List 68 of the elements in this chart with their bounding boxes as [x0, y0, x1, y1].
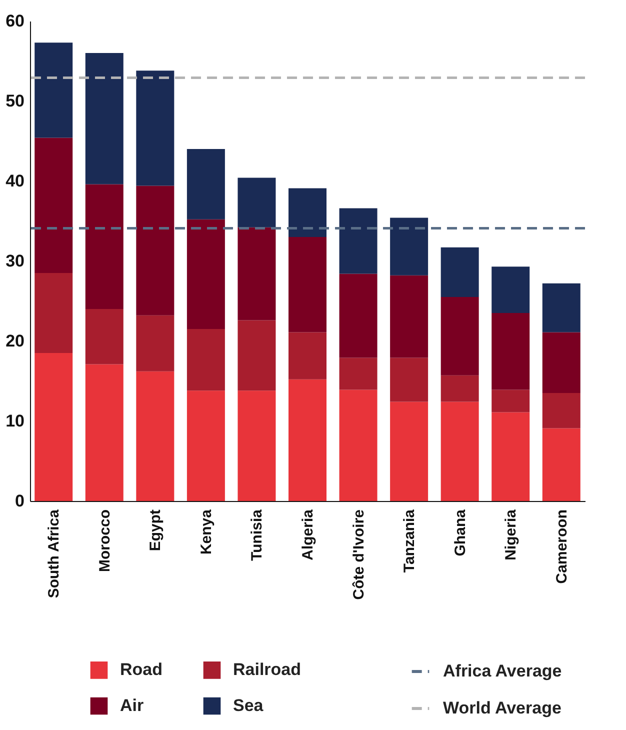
bar [542, 283, 580, 332]
bar [136, 186, 174, 316]
bar [34, 353, 73, 501]
bar [492, 390, 530, 412]
legend-label: World Average [443, 698, 562, 718]
bar [288, 332, 326, 380]
bar [339, 274, 378, 358]
bar [339, 390, 378, 501]
bar [34, 138, 73, 273]
bar [390, 218, 428, 276]
bar [186, 329, 225, 391]
bar [440, 297, 479, 376]
bar [186, 149, 225, 220]
legend-label: Africa Average [443, 662, 562, 680]
bar [440, 375, 479, 402]
bar [542, 428, 580, 501]
y-tick-label: 20 [6, 332, 24, 350]
bar [339, 208, 378, 274]
bar [85, 364, 124, 501]
bar [136, 70, 174, 186]
x-tick-label: Kenya [198, 508, 215, 555]
y-tick-label: 60 [6, 12, 24, 30]
bar [542, 393, 580, 428]
bar [238, 320, 276, 391]
bar [85, 184, 124, 309]
legend-label: Road [120, 660, 162, 680]
bar [288, 237, 326, 332]
bar [34, 42, 73, 138]
x-tick-label: Nigeria [502, 508, 520, 560]
bar [85, 309, 124, 364]
bar [136, 371, 174, 501]
bar [492, 313, 530, 390]
x-tick-label: Morocco [96, 510, 114, 572]
bar [238, 390, 276, 501]
bar [390, 275, 428, 358]
x-tick-label: Tunisia [248, 508, 266, 561]
y-tick-label: 50 [6, 92, 24, 110]
y-tick-label: 30 [6, 252, 24, 270]
bar [34, 273, 73, 353]
legend-label: Sea [233, 696, 264, 715]
x-tick-label: South Africa [46, 508, 63, 598]
y-tick-label: 40 [6, 172, 24, 190]
bar [390, 402, 428, 501]
bar [440, 402, 479, 501]
bar [288, 379, 326, 501]
bar [339, 358, 378, 390]
bar [186, 219, 225, 329]
bar [238, 178, 276, 228]
bar [492, 266, 530, 313]
x-tick-label: Tanzania [401, 508, 418, 573]
bar [492, 412, 530, 501]
x-tick-label: Ghana [452, 508, 469, 556]
legend-label: Air [120, 696, 144, 715]
bar [136, 315, 174, 372]
y-tick-label: 10 [6, 412, 24, 430]
bar [542, 332, 580, 393]
bar [288, 188, 326, 237]
bar [390, 358, 428, 402]
x-tick-label: Algeria [300, 508, 316, 560]
bar [440, 247, 479, 297]
bar [85, 53, 124, 184]
bar [238, 227, 276, 320]
x-tick-label: Egypt [147, 510, 164, 552]
legend-label: Railroad [233, 660, 302, 680]
bar [186, 390, 225, 501]
x-tick-label: Côte d'Ivoire [350, 510, 368, 600]
x-tick-label: Cameroon [553, 510, 570, 584]
y-tick-label: 0 [15, 492, 24, 510]
